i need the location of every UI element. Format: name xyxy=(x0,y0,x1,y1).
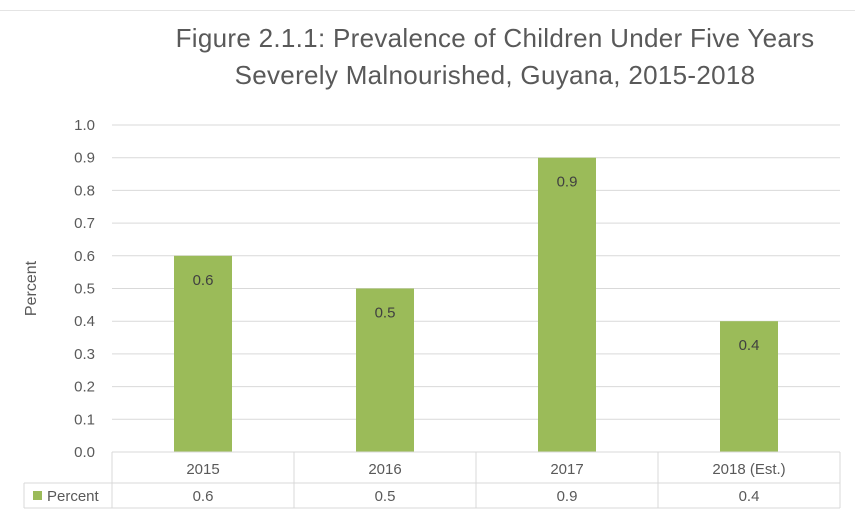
table-value-cell: 0.5 xyxy=(375,488,396,505)
x-category-label: 2017 xyxy=(550,461,583,478)
y-tick-label: 0.8 xyxy=(74,182,95,199)
table-value-cell: 0.9 xyxy=(557,488,578,505)
chart-subtitle: Severely Malnourished, Guyana, 2015-2018 xyxy=(234,60,756,90)
y-tick-label: 1.0 xyxy=(74,117,95,134)
table-value-cell: 0.6 xyxy=(193,488,214,505)
data-label: 0.6 xyxy=(193,272,214,289)
y-axis-label: Percent xyxy=(23,260,40,316)
legend-swatch xyxy=(33,491,42,500)
y-tick-label: 0.7 xyxy=(74,215,95,232)
x-category-label: 2018 (Est.) xyxy=(712,461,785,478)
legend-series-name: Percent xyxy=(47,488,100,505)
y-tick-label: 0.3 xyxy=(74,346,95,363)
bar xyxy=(356,288,414,452)
y-tick-label: 0.4 xyxy=(74,313,95,330)
data-label: 0.5 xyxy=(375,305,396,322)
y-tick-label: 0.1 xyxy=(74,411,95,428)
y-tick-label: 0.6 xyxy=(74,248,95,265)
data-label: 0.4 xyxy=(739,337,760,354)
table-value-cell: 0.4 xyxy=(739,488,760,505)
y-tick-label: 0.2 xyxy=(74,379,95,396)
chart-title: Figure 2.1.1: Prevalence of Children Und… xyxy=(175,23,815,53)
bar xyxy=(538,157,596,452)
top-divider xyxy=(0,10,855,11)
bar xyxy=(174,255,232,452)
y-tick-label: 0.0 xyxy=(74,444,95,461)
data-label: 0.9 xyxy=(557,174,578,191)
y-tick-label: 0.5 xyxy=(74,281,95,298)
x-category-label: 2015 xyxy=(186,461,219,478)
x-category-label: 2016 xyxy=(368,461,401,478)
y-tick-label: 0.9 xyxy=(74,150,95,167)
bar xyxy=(720,321,778,452)
